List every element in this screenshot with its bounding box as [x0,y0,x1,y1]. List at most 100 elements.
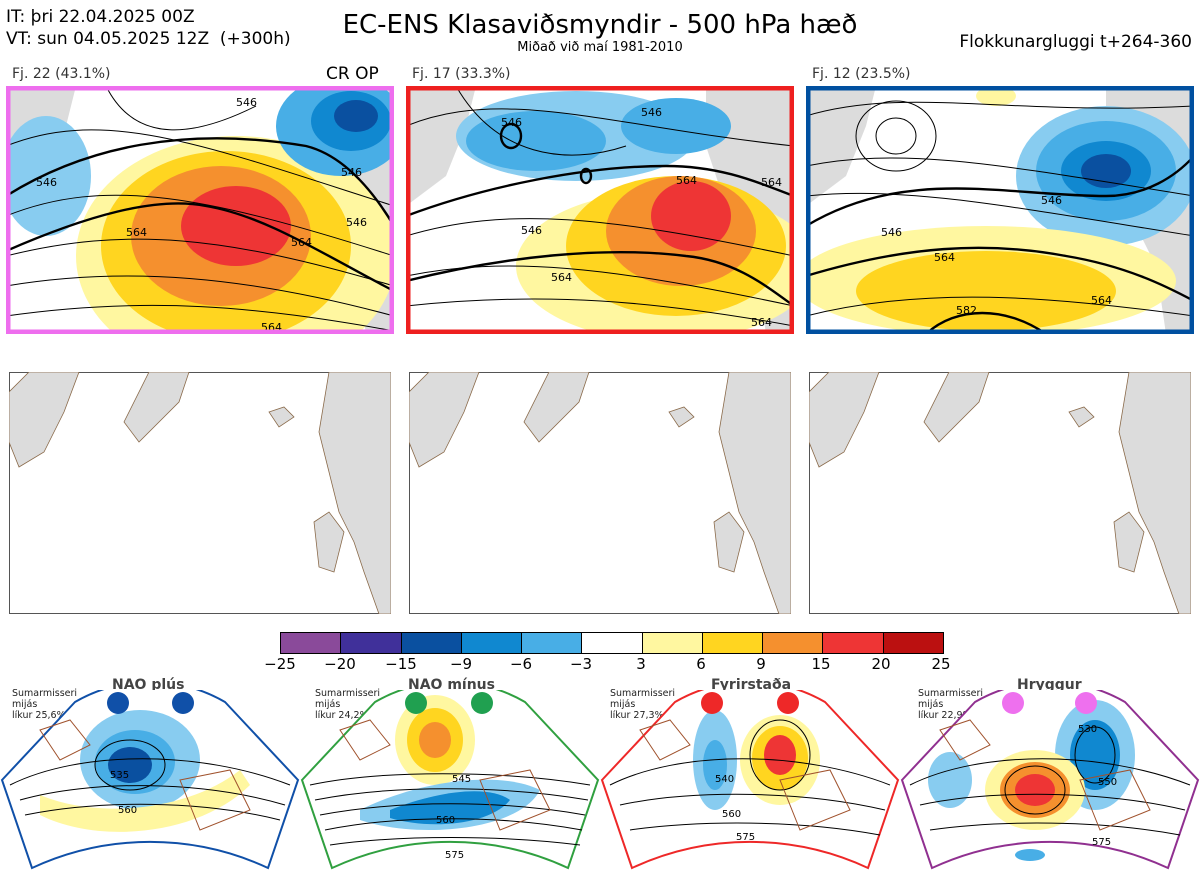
regime-1-contour-label: 535 [110,770,129,781]
colorbar-swatch [461,633,523,653]
regime-4-dot [1002,692,1024,714]
cluster-2-contour-label: 564 [676,174,697,187]
regime-3-subtitle: mijás [610,699,636,710]
colorbar-tick: 20 [871,655,891,673]
regime-1-subtitle: mijás [12,699,38,710]
cluster-2-contour-label: 546 [501,116,522,129]
regime-3-map[interactable]: 540 560 575 [600,690,900,871]
regime-4-season: Sumarmisseri [918,688,984,699]
regime-4-subtitle: mijás [918,699,944,710]
issue-time: IT: þri 22.04.2025 00Z [6,7,195,27]
colorbar-swatch [763,633,824,653]
cluster-2-contour-label: 564 [761,176,782,189]
cluster-3-contour-label: 546 [881,226,902,239]
regime-4-frame [900,690,1200,870]
cluster-1-contour-label: 546 [341,166,362,179]
regime-3-prob: líkur 27,3% [610,710,664,721]
regime-1-season: Sumarmisseri [12,688,78,699]
cluster-3-label: Fj. 12 (23.5%) [812,66,911,82]
cluster-2-frame [406,86,794,334]
empty-map-3[interactable] [809,372,1191,614]
colorbar [280,632,944,654]
cluster-3-map[interactable]: 546 546 564 564 582 [806,86,1194,334]
colorbar-swatch [341,633,402,653]
regime-3-info: Sumarmisseri mijás líkur 27,3% [610,688,675,721]
cluster-1-contour-label: 546 [236,96,257,109]
colorbar-tick: 15 [811,655,831,673]
regime-1-frame [0,690,300,870]
regime-2-subtitle: mijás [315,699,341,710]
colorbar-swatch [642,633,703,653]
colorbar-tick: −6 [509,655,533,673]
cluster-1-contour-label: 546 [346,216,367,229]
cluster-2-contour-label: 564 [751,316,772,329]
cluster-3-contour-label: 564 [1091,294,1112,307]
regime-3-contour-label: 560 [722,809,741,820]
cluster-2-contour-label: 564 [551,271,572,284]
regime-1-map[interactable]: 535 560 [0,690,300,871]
cluster-2-label: Fj. 17 (33.3%) [412,66,511,82]
regime-1-info: Sumarmisseri mijás líkur 25,6% [12,688,77,721]
regime-4-contour-label: 530 [1078,724,1097,735]
regime-3-contour-label: 575 [736,832,755,843]
colorbar-tick: 9 [756,655,766,673]
header-info: IT: þri 22.04.2025 00Z VT: sun 04.05.2025… [6,6,291,50]
regime-4-info: Sumarmisseri mijás líkur 22,9% [918,688,983,721]
colorbar-swatch [281,633,342,653]
regime-2-name: NAO mínus [408,677,495,693]
regime-3-frame [600,690,900,870]
cluster-1-label: Fj. 22 (43.1%) [12,66,111,82]
colorbar-tick: −3 [569,655,593,673]
colorbar-swatch [702,633,764,653]
regime-2-season: Sumarmisseri [315,688,381,699]
colorbar-tick: 25 [931,655,951,673]
cluster-2-map[interactable]: 546 564 564 546 564 564 546 [406,86,794,334]
valid-time: VT: sun 04.05.2025 12Z (+300h) [6,29,291,49]
cluster-1-contour-label: 564 [291,236,312,249]
regime-2-dot [405,692,427,714]
colorbar-tick: 6 [696,655,706,673]
cluster-2-contour-label: 546 [641,106,662,119]
regime-4-dot [1075,692,1097,714]
classification-window: Flokkunargluggi t+264-360 [959,32,1192,52]
colorbar-swatch [401,633,462,653]
page-subtitle: Miðað við maí 1981-2010 [517,40,683,55]
cluster-3-contour-label: 582 [956,304,977,317]
cluster-1-map[interactable]: 546 546 564 564 546 564 546 [6,86,394,334]
colorbar-swatch [522,633,583,653]
cluster-3-frame [806,86,1194,334]
regime-3-season: Sumarmisseri [610,688,676,699]
regime-4-name: Hryggur [1017,677,1082,693]
regime-1-prob: líkur 25,6% [12,710,66,721]
cluster-1-contour-label: 546 [36,176,57,189]
colorbar-swatch [582,633,643,653]
cluster-3-contour-label: 564 [934,251,955,264]
regime-1-contour-label: 560 [118,805,137,816]
regime-3-contour-label: 540 [715,774,734,785]
colorbar-tick: 3 [636,655,646,673]
empty-map-1[interactable] [9,372,391,614]
regime-2-contour-label: 575 [445,850,464,861]
regime-4-contour-label: 575 [1092,837,1111,848]
colorbar-tick: −25 [264,655,296,673]
regime-3-name: Fyrirstaða [711,677,792,693]
regime-1-dot [107,692,129,714]
cluster-2-contour-label: 546 [521,224,542,237]
regime-2-frame [300,690,600,870]
cluster-1-frame [6,86,394,334]
colorbar-swatch [823,633,884,653]
regime-2-map[interactable]: 545 560 575 [300,690,600,871]
cluster-3-contour-label: 546 [1041,194,1062,207]
regime-4-contour-label: 550 [1098,777,1117,788]
regime-4-map[interactable]: 530 550 575 [900,690,1200,871]
cluster-1-extra: CR OP [326,64,379,84]
empty-map-2[interactable] [409,372,791,614]
colorbar-tick: −9 [449,655,473,673]
regime-3-dot [777,692,799,714]
regime-2-contour-label: 545 [452,774,471,785]
regime-2-contour-label: 560 [436,815,455,826]
colorbar-ticks: −25 −20 −15 −9 −6 −3 3 6 9 15 20 25 [264,655,957,675]
regime-4-prob: líkur 22,9% [918,710,972,721]
page-title: EC-ENS Klasaviðsmyndir - 500 hPa hæð [342,10,858,40]
regime-2-dot [471,692,493,714]
